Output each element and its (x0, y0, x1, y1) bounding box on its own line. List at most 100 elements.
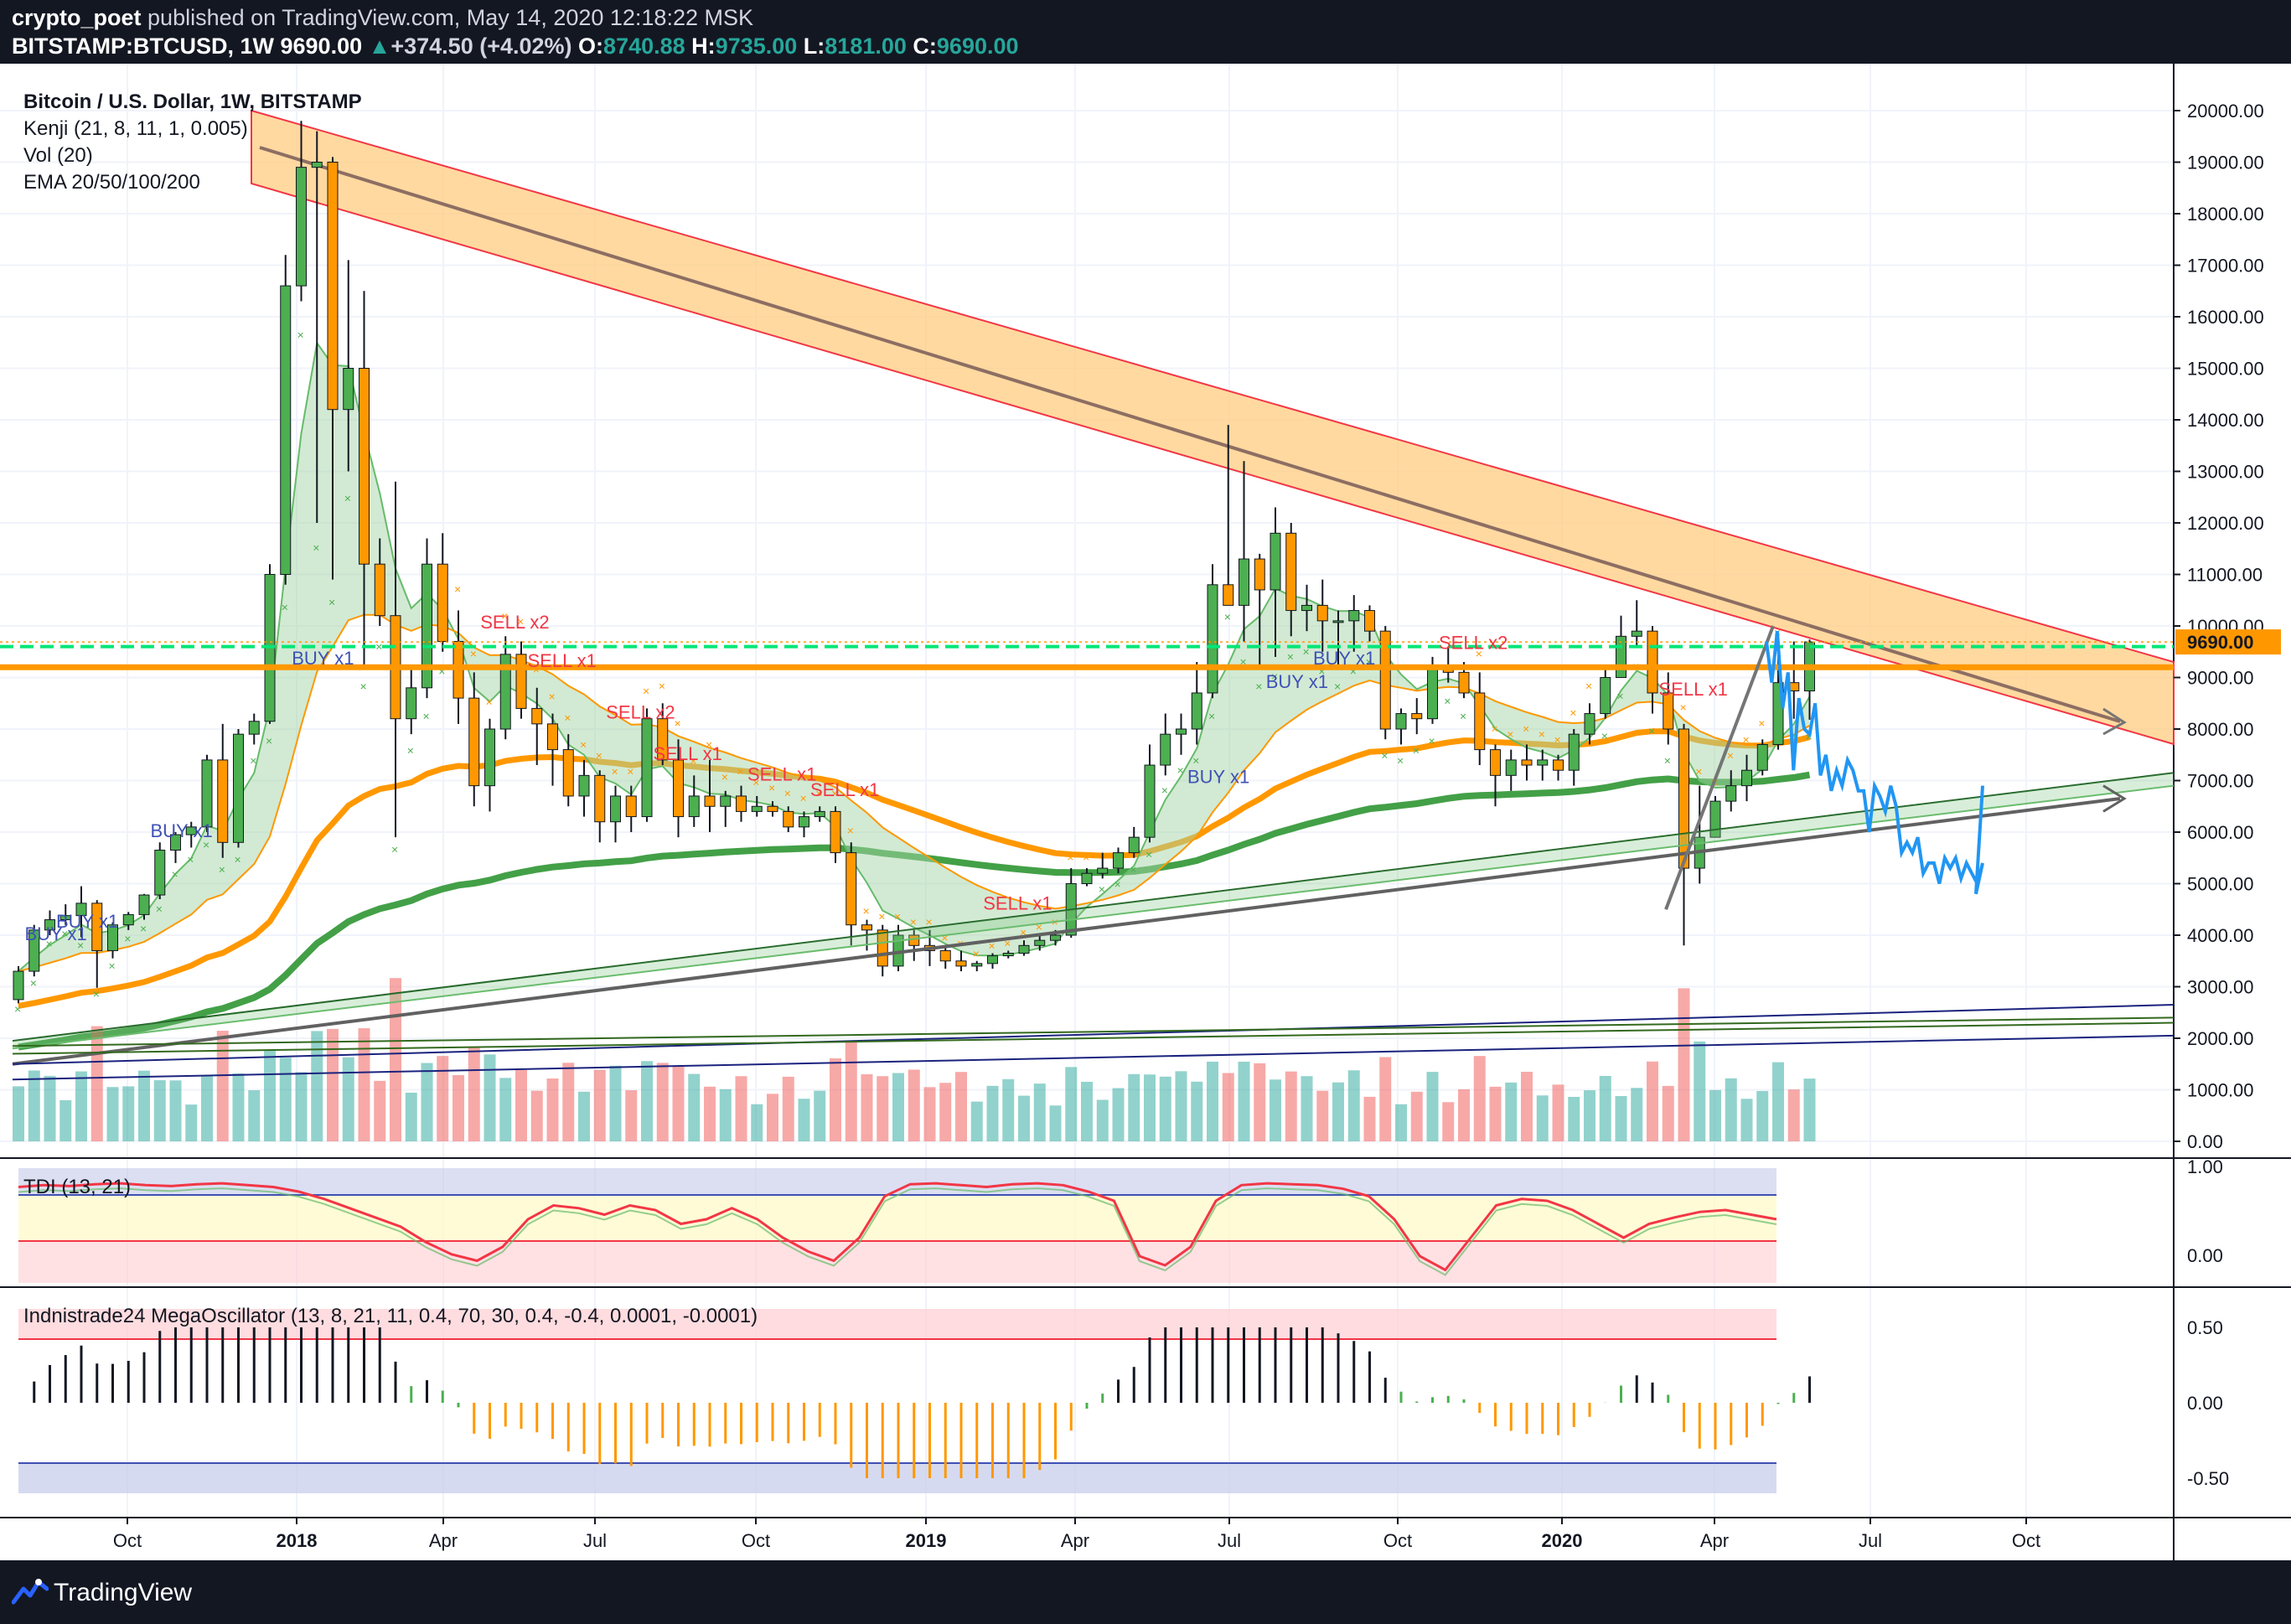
volume-bar (672, 1065, 685, 1141)
candle-body (814, 810, 825, 818)
osc-tick-label[interactable]: -0.50 (2187, 1468, 2229, 1489)
legend-tdi[interactable]: TDI (13, 21) (23, 1176, 131, 1198)
volume-bar (453, 1074, 464, 1141)
price-tick-label[interactable]: 13000.00 (2187, 462, 2264, 483)
price-tick-label[interactable]: 12000.00 (2187, 513, 2264, 534)
tradingview-brand[interactable]: TradingView (54, 1579, 193, 1606)
kenji-dot: × (219, 862, 225, 876)
volume-bar (75, 1071, 87, 1141)
time-tick-label[interactable]: 2020 (1542, 1530, 1583, 1551)
volume-bar (1568, 1096, 1580, 1141)
price-tick-label[interactable]: 17000.00 (2187, 256, 2264, 277)
kenji-dot: × (156, 903, 163, 916)
tdi-tick-label[interactable]: 0.00 (2187, 1245, 2223, 1266)
price-tick-label[interactable]: 3000.00 (2187, 977, 2254, 998)
kenji-dot: × (863, 904, 870, 918)
time-tick-label[interactable]: 2019 (906, 1530, 947, 1551)
price-tick-label[interactable]: 19000.00 (2187, 153, 2264, 173)
price-tick-label[interactable]: 9000.00 (2187, 668, 2254, 689)
tradingview-logo-icon[interactable] (12, 1577, 49, 1607)
price-tick-label[interactable]: 11000.00 (2187, 565, 2263, 586)
volume-bar (1379, 1057, 1392, 1141)
volume-bar (1285, 1071, 1297, 1141)
price-tick-label[interactable]: 2000.00 (2187, 1028, 2254, 1049)
kenji-dot: × (1146, 848, 1152, 861)
price-tick-label[interactable]: 1000.00 (2187, 1080, 2254, 1101)
price-tick-label[interactable]: 14000.00 (2187, 410, 2264, 431)
time-tick-label[interactable]: Oct (1383, 1530, 1412, 1551)
volume-bar (562, 1063, 575, 1141)
horizontal-levels[interactable] (0, 641, 2174, 670)
time-tick-label[interactable]: Apr (1700, 1530, 1729, 1551)
kenji-dot: × (1397, 753, 1404, 767)
kenji-dot: × (1161, 784, 1168, 797)
kenji-dot: × (187, 852, 194, 866)
volume-bar (1505, 1082, 1518, 1141)
time-tick-label[interactable]: Oct (113, 1530, 142, 1551)
candle-body (468, 697, 480, 787)
candle-body (939, 949, 951, 962)
volume-bar (390, 978, 401, 1141)
volume-bar (798, 1099, 810, 1141)
candle-body (1458, 671, 1470, 694)
price-tick-label[interactable]: 0.00 (2187, 1131, 2223, 1152)
price-tick-label[interactable]: 18000.00 (2187, 204, 2264, 225)
descending-channel[interactable] (251, 109, 2175, 746)
time-tick-label[interactable]: Jul (1218, 1530, 1241, 1551)
price-tick-label[interactable]: 5000.00 (2187, 874, 2254, 895)
trend-lines[interactable] (12, 625, 2175, 1081)
time-tick-label[interactable]: Oct (2012, 1530, 2040, 1551)
grey-trendline (12, 797, 2121, 1066)
time-tick-label[interactable]: Apr (429, 1530, 458, 1551)
candle-body (830, 810, 841, 854)
kenji-dot: × (831, 786, 838, 799)
candle-body (1709, 800, 1721, 838)
legend-volume[interactable]: Vol (20) (23, 144, 93, 167)
price-axis[interactable]: 20000.00 19000.00 18000.00 17000.00 16000.00… (2174, 101, 2281, 1489)
legend-mega-oscillator[interactable]: Indnistrade24 MegaOscillator (13, 8, 21,… (23, 1305, 758, 1327)
volume-bar (122, 1086, 135, 1141)
kenji-dot: × (1114, 877, 1121, 891)
volume-bar (421, 1063, 433, 1141)
candle-body (1207, 584, 1218, 694)
last-price-badge[interactable] (2175, 629, 2281, 655)
price-tick-label[interactable]: 15000.00 (2187, 359, 2264, 380)
osc-tick-label[interactable]: 0.50 (2187, 1317, 2223, 1338)
kenji-dot: × (1083, 851, 1089, 864)
time-tick-label[interactable]: Jul (583, 1530, 607, 1551)
time-tick-label[interactable]: Apr (1061, 1530, 1089, 1551)
price-chart[interactable]: × × × × × × × × × × × × × × × × × × × × × × × × × × × × × × × × × × × × × × × ×… (0, 64, 2291, 1560)
time-tick-label[interactable]: Oct (742, 1530, 770, 1551)
volume-bar (169, 1080, 182, 1141)
volume-bar (1144, 1074, 1156, 1141)
kenji-dot: × (596, 748, 602, 762)
kenji-dot: × (1539, 727, 1545, 741)
time-axis[interactable]: Oct 2018 Apr Jul Oct 2019 Apr Jul Oct 2020 Apr Jul O… (113, 1518, 2040, 1551)
close-label: C: (913, 34, 937, 59)
candlesticks[interactable] (13, 121, 1815, 1004)
kenji-dot: × (643, 685, 649, 698)
projection-path[interactable] (1765, 630, 1984, 895)
price-tick-label[interactable]: 20000.00 (2187, 101, 2264, 122)
kenji-dot: × (1617, 690, 1624, 703)
kenji-dot: × (1585, 679, 1592, 692)
volume-bar (1615, 1095, 1627, 1141)
price-tick-label[interactable]: 7000.00 (2187, 771, 2254, 792)
time-tick-label[interactable]: Jul (1859, 1530, 1882, 1551)
price-tick-label[interactable]: 4000.00 (2187, 925, 2254, 946)
candle-body (154, 850, 166, 896)
candle-body (657, 718, 669, 761)
candle-body (1050, 934, 1061, 941)
price-tick-label[interactable]: 16000.00 (2187, 307, 2264, 328)
time-tick-label[interactable]: 2018 (277, 1530, 318, 1551)
price-tick-label[interactable]: 8000.00 (2187, 719, 2254, 740)
volume-bar (1254, 1063, 1266, 1141)
price-tick-label[interactable]: 6000.00 (2187, 822, 2254, 843)
publisher-name[interactable]: crypto_poet (12, 5, 142, 30)
last-price-badge-label[interactable]: 9690.00 (2187, 632, 2254, 653)
osc-tick-label[interactable]: 0.00 (2187, 1393, 2223, 1414)
tdi-tick-label[interactable]: 1.00 (2187, 1156, 2223, 1177)
kenji-dot: × (470, 647, 477, 660)
legend-kenji[interactable]: Kenji (21, 8, 11, 1, 0.005) (23, 117, 248, 140)
legend-ema[interactable]: EMA 20/50/100/200 (23, 171, 200, 194)
